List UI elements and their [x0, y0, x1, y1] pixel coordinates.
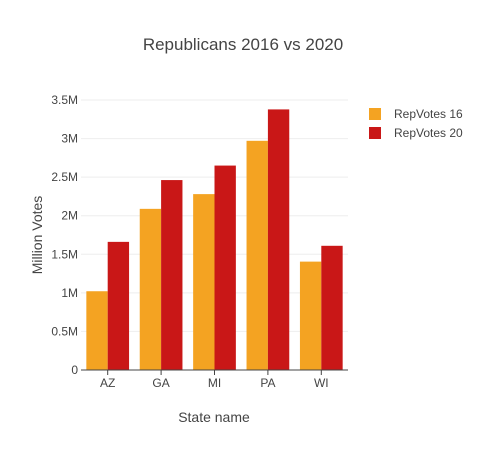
bar-pa-series-1[interactable] [246, 140, 268, 370]
bar-wi-series-2[interactable] [321, 245, 343, 370]
x-axis-label: State name [178, 409, 250, 425]
y-tick-label: 1M [61, 286, 78, 300]
bar-az-series-1[interactable] [86, 291, 108, 370]
legend-swatch[interactable] [369, 127, 381, 139]
x-tick-label: MI [208, 376, 221, 390]
bar-mi-series-2[interactable] [214, 165, 236, 370]
legend-swatch[interactable] [369, 108, 381, 120]
legend[interactable]: RepVotes 16 RepVotes 20 [369, 107, 463, 140]
y-axis-ticks: 0 0.5M 1M 1.5M 2M 2.5M 3M 3.5M [51, 93, 78, 377]
bar-ga-series-2[interactable] [161, 180, 183, 370]
y-tick-label: 0 [71, 363, 78, 377]
y-tick-label: 2M [61, 209, 78, 223]
x-tick-label: GA [152, 376, 169, 390]
y-axis-label: Million Votes [29, 196, 45, 275]
x-tick-label: WI [314, 376, 329, 390]
y-tick-label: 2.5M [51, 170, 78, 184]
bar-wi-series-1[interactable] [299, 261, 322, 370]
bar-az-series-2[interactable] [107, 241, 130, 370]
y-tick-label: 3M [61, 132, 78, 146]
legend-label[interactable]: RepVotes 20 [394, 126, 463, 140]
y-tick-label: 0.5M [51, 324, 78, 338]
legend-label[interactable]: RepVotes 16 [394, 107, 463, 121]
x-tick-label: AZ [100, 376, 115, 390]
y-tick-label: 3.5M [51, 93, 78, 107]
y-tick-label: 1.5M [51, 247, 78, 261]
bar-mi-series-1[interactable] [193, 194, 215, 370]
chart-title: Republicans 2016 vs 2020 [143, 35, 343, 54]
x-axis-ticks: AZ GA MI PA WI [100, 370, 329, 390]
bar-ga-series-1[interactable] [139, 208, 162, 370]
bar-pa-series-2[interactable] [267, 109, 290, 370]
x-tick-label: PA [260, 376, 275, 390]
bars [86, 109, 343, 370]
